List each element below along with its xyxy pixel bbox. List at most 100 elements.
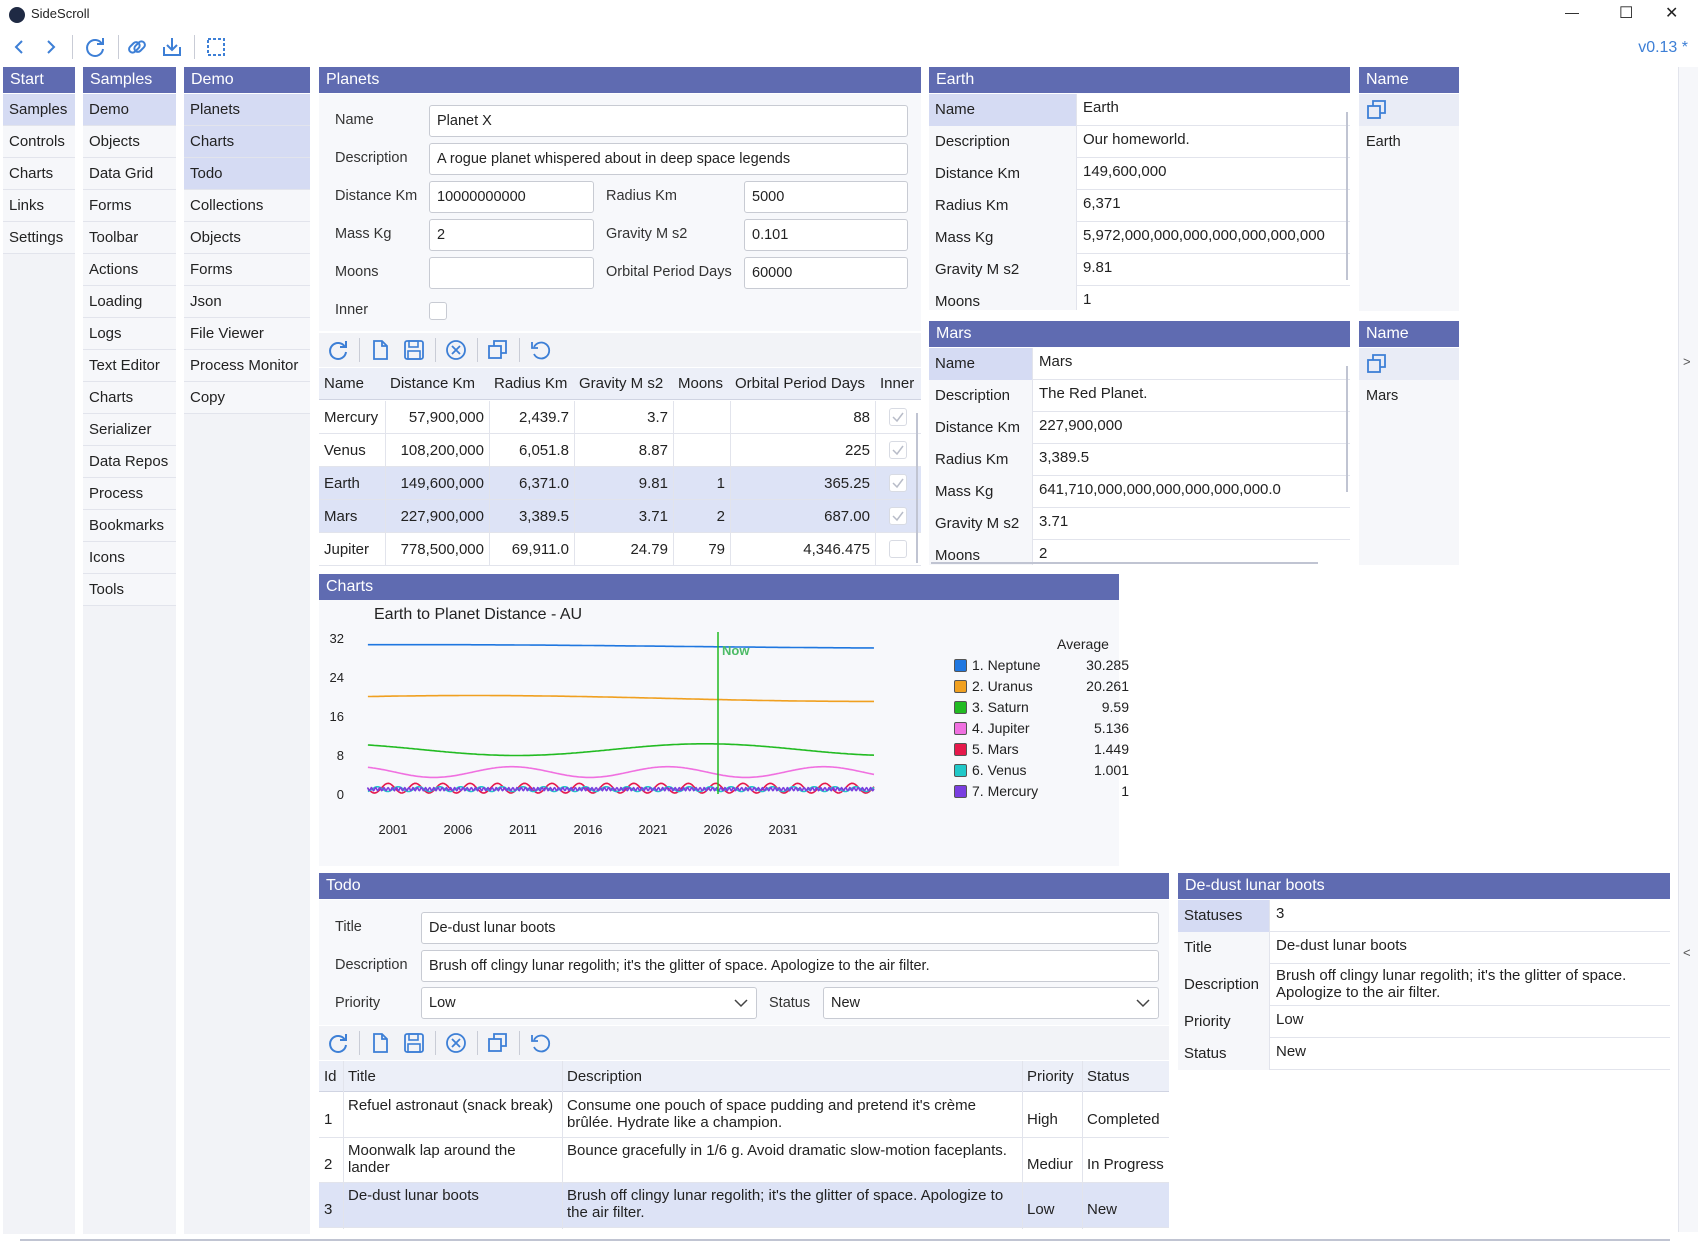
todo-priority-select[interactable]: Low	[421, 987, 757, 1019]
todo-status-select[interactable]: New	[823, 987, 1159, 1019]
inner-checkbox[interactable]	[889, 507, 907, 525]
planets-undo-button[interactable]	[525, 335, 555, 365]
col-header-inner[interactable]: Inner	[880, 375, 915, 392]
nav-item-file-viewer[interactable]: File Viewer	[184, 318, 310, 350]
todo-new-button[interactable]	[365, 1028, 395, 1058]
planet-row[interactable]: Mars 227,900,000 3,389.5 3.71 2 687.00	[319, 500, 921, 533]
nav-item-logs[interactable]: Logs	[83, 318, 176, 350]
link-button[interactable]	[122, 32, 152, 62]
legend-item[interactable]: 7. Mercury 1	[954, 781, 1129, 802]
property-value[interactable]: 3.71	[1039, 513, 1069, 530]
nav-item-links[interactable]: Links	[3, 190, 75, 222]
nav-item-json[interactable]: Json	[184, 286, 310, 318]
nav-item-toolbar[interactable]: Toolbar	[83, 222, 176, 254]
snapshot-button[interactable]	[201, 32, 231, 62]
todo-description-input[interactable]: Brush off clingy lunar regolith; it's th…	[421, 950, 1159, 982]
mars-properties-hscrollbar[interactable]	[931, 562, 1318, 564]
property-value[interactable]: 3,389.5	[1039, 449, 1090, 466]
col-header-status[interactable]: Status	[1087, 1068, 1130, 1085]
col-header-orbital[interactable]: Orbital Period Days	[735, 375, 866, 392]
nav-item-text-editor[interactable]: Text Editor	[83, 350, 176, 382]
property-value[interactable]: 227,900,000	[1039, 417, 1123, 434]
detail-value[interactable]: 3	[1276, 905, 1285, 922]
todo-row[interactable]: 2 Moonwalk lap around the lander Bounce gr…	[319, 1138, 1169, 1183]
description-input[interactable]: A rogue planet whispered about in deep s…	[429, 143, 908, 175]
nav-item-tools[interactable]: Tools	[83, 574, 176, 606]
nav-item-settings[interactable]: Settings	[3, 222, 75, 254]
nav-item-planets[interactable]: Planets	[184, 94, 310, 126]
planets-new-button[interactable]	[365, 335, 395, 365]
nav-item-process[interactable]: Process	[83, 478, 176, 510]
todo-refresh-button[interactable]	[323, 1028, 353, 1058]
close-button[interactable]: ✕	[1665, 5, 1679, 22]
todo-row[interactable]: 3 De-dust lunar boots Brush off clingy lun…	[319, 1183, 1169, 1228]
detail-value[interactable]: Brush off clingy lunar regolith; it's th…	[1276, 967, 1627, 1001]
back-button[interactable]	[4, 32, 34, 62]
col-header-id[interactable]: Id	[324, 1068, 337, 1085]
planet-row[interactable]: Venus 108,200,000 6,051.8 8.87 225	[319, 434, 921, 467]
nav-item-copy[interactable]: Copy	[184, 382, 310, 414]
detail-value[interactable]: New	[1276, 1043, 1307, 1060]
col-header-moons[interactable]: Moons	[678, 375, 724, 392]
planets-refresh-button[interactable]	[323, 335, 353, 365]
bottom-scrollbar[interactable]	[20, 1239, 1670, 1241]
col-header-title[interactable]: Title	[348, 1068, 376, 1085]
legend-item[interactable]: 4. Jupiter 5.136	[954, 718, 1129, 739]
expand-right-button[interactable]: >	[1683, 354, 1691, 369]
nav-item-charts[interactable]: Charts	[83, 382, 176, 414]
nav-item-data-grid[interactable]: Data Grid	[83, 158, 176, 190]
planet-row[interactable]: Mercury 57,900,000 2,439.7 3.7 88	[319, 401, 921, 434]
legend-item[interactable]: 2. Uranus 20.261	[954, 676, 1129, 697]
inner-checkbox[interactable]	[889, 540, 907, 558]
import-button[interactable]	[157, 32, 187, 62]
nav-item-icons[interactable]: Icons	[83, 542, 176, 574]
nav-item-forms[interactable]: Forms	[184, 254, 310, 286]
nav-item-objects[interactable]: Objects	[184, 222, 310, 254]
todo-copy-button[interactable]	[483, 1028, 513, 1058]
inner-checkbox[interactable]	[889, 474, 907, 492]
property-value[interactable]: 5,972,000,000,000,000,000,000,000	[1083, 227, 1325, 244]
col-header-name[interactable]: Name	[324, 375, 365, 392]
forward-button[interactable]	[36, 32, 66, 62]
mars-properties-scrollbar[interactable]	[1346, 366, 1348, 492]
inner-checkbox[interactable]	[889, 441, 907, 459]
legend-item[interactable]: 6. Venus 1.001	[954, 760, 1129, 781]
property-value[interactable]: 2	[1039, 545, 1048, 562]
earth-properties-scrollbar[interactable]	[1346, 112, 1348, 280]
nav-item-todo[interactable]: Todo	[184, 158, 310, 190]
property-value[interactable]: The Red Planet.	[1039, 385, 1148, 402]
property-value[interactable]: Our homeworld.	[1083, 131, 1190, 148]
mass-input[interactable]: 2	[429, 219, 594, 251]
maximize-button[interactable]: ☐	[1619, 5, 1634, 22]
planets-delete-button[interactable]	[441, 335, 471, 365]
nav-item-charts[interactable]: Charts	[184, 126, 310, 158]
todo-save-button[interactable]	[399, 1028, 429, 1058]
legend-item[interactable]: 5. Mars 1.449	[954, 739, 1129, 760]
todo-row[interactable]: 1 Refuel astronaut (snack break) Consume o…	[319, 1093, 1169, 1138]
nav-item-samples[interactable]: Samples	[3, 94, 75, 126]
planet-row[interactable]: Earth 149,600,000 6,371.0 9.81 1 365.25	[319, 467, 921, 500]
mars-copy-button[interactable]	[1359, 348, 1459, 380]
name-input[interactable]: Planet X	[429, 105, 908, 137]
radius-input[interactable]: 5000	[744, 181, 908, 213]
legend-item[interactable]: 3. Saturn 9.59	[954, 697, 1129, 718]
inner-checkbox[interactable]	[429, 302, 447, 320]
nav-item-objects[interactable]: Objects	[83, 126, 176, 158]
property-value[interactable]: 149,600,000	[1083, 163, 1167, 180]
planets-save-button[interactable]	[399, 335, 429, 365]
nav-item-serializer[interactable]: Serializer	[83, 414, 176, 446]
orbital-period-input[interactable]: 60000	[744, 257, 908, 289]
moons-input[interactable]	[429, 257, 594, 289]
col-header-distance[interactable]: Distance Km	[390, 375, 476, 392]
property-value[interactable]: Earth	[1083, 99, 1119, 116]
property-value[interactable]: 9.81	[1083, 259, 1113, 276]
nav-item-loading[interactable]: Loading	[83, 286, 176, 318]
todo-title-input[interactable]: De-dust lunar boots	[421, 912, 1159, 944]
distance-input[interactable]: 10000000000	[429, 181, 594, 213]
nav-item-actions[interactable]: Actions	[83, 254, 176, 286]
inner-checkbox[interactable]	[889, 408, 907, 426]
property-value[interactable]: 1	[1083, 291, 1092, 308]
nav-item-collections[interactable]: Collections	[184, 190, 310, 222]
legend-item[interactable]: 1. Neptune 30.285	[954, 655, 1129, 676]
col-header-gravity[interactable]: Gravity M s2	[579, 375, 664, 392]
